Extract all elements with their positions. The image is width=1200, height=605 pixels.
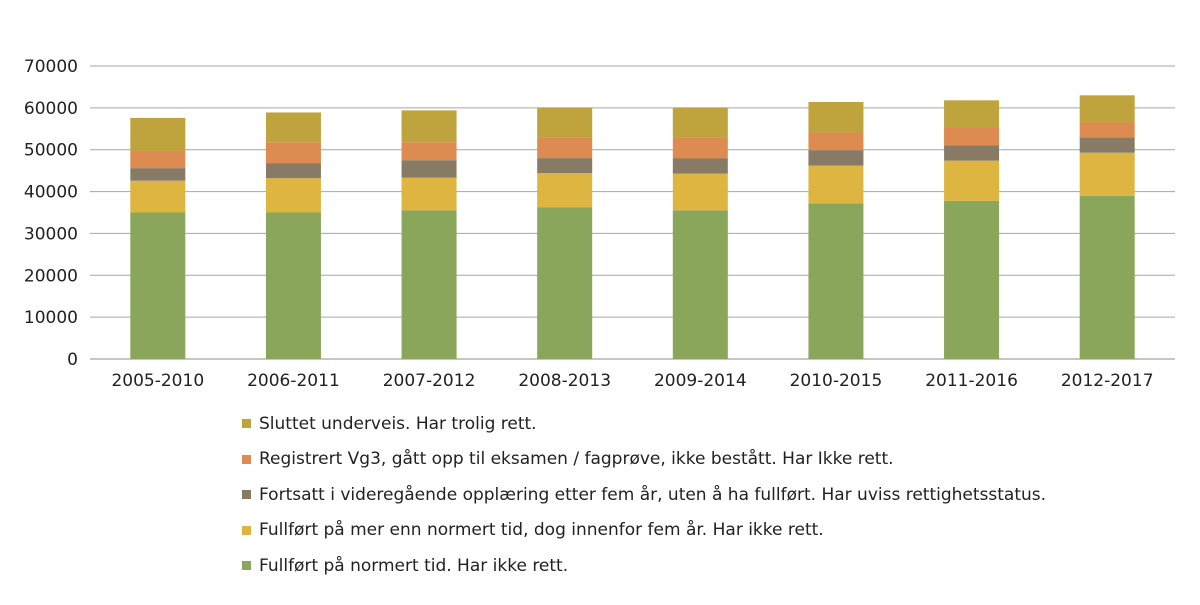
- legend-swatch: [242, 525, 251, 535]
- bar-segment: [1079, 195, 1135, 359]
- y-tick-label: 30000: [24, 224, 78, 244]
- x-tick-label: 2009-2014: [654, 371, 747, 391]
- grid-lines: [90, 65, 1175, 360]
- bar-segment: [944, 127, 1000, 146]
- x-tick-label: 2007-2012: [383, 371, 476, 391]
- bar-segment: [808, 203, 864, 359]
- legend-label: Sluttet underveis. Har trolig rett.: [259, 413, 537, 434]
- bar-segment: [808, 165, 864, 204]
- bar-segment: [537, 137, 593, 159]
- bar-segment: [265, 212, 321, 359]
- bars: [130, 95, 1135, 359]
- bar-segment: [401, 110, 457, 143]
- bar-segment: [944, 200, 1000, 359]
- chart-canvas: 0 10000 20000 30000 40000 50000 60000 70000 200…: [24, 57, 1175, 391]
- x-tick-label: 2008-2013: [518, 371, 611, 391]
- legend-swatch: [242, 454, 251, 464]
- bar-segment: [672, 210, 728, 359]
- bar-segment: [1079, 137, 1135, 153]
- bar-segment: [130, 212, 186, 359]
- x-axis-ticks: 2005-2010 2006-2011 2007-2012 2008-2013 2009…: [111, 371, 1153, 391]
- bar-segment: [265, 142, 321, 164]
- bar-segment: [808, 101, 864, 133]
- legend-item: Fullført på normert tid. Har ikke rett.: [242, 548, 1046, 584]
- x-tick-label: 2012-2017: [1061, 371, 1154, 391]
- bar-segment: [265, 112, 321, 143]
- legend-label: Fullført på mer enn normert tid, dog inn…: [259, 520, 824, 541]
- legend: Sluttet underveis. Har trolig rett. Regis…: [242, 406, 1046, 584]
- y-axis-ticks: 0 10000 20000 30000 40000 50000 60000 70000: [24, 57, 78, 370]
- x-tick-label: 2006-2011: [247, 371, 340, 391]
- bar-segment: [808, 150, 864, 166]
- bar-segment: [130, 117, 186, 151]
- bar-segment: [1079, 95, 1135, 123]
- legend-label: Fortsatt i videregående opplæring etter …: [259, 484, 1047, 505]
- bar-segment: [265, 163, 321, 179]
- legend-swatch: [242, 561, 251, 571]
- bar-segment: [672, 137, 728, 159]
- bar-segment: [1079, 152, 1135, 196]
- bar-segment: [944, 100, 1000, 128]
- bar-segment: [672, 173, 728, 211]
- legend-swatch: [242, 419, 251, 429]
- y-tick-label: 20000: [24, 266, 78, 286]
- y-tick-label: 50000: [24, 141, 78, 161]
- bar-segment: [672, 158, 728, 174]
- bar-segment: [130, 150, 186, 169]
- bar-segment: [944, 160, 1000, 201]
- legend-item: Fullført på mer enn normert tid, dog inn…: [242, 513, 1046, 549]
- bar-segment: [537, 158, 593, 174]
- legend-label: Fullført på normert tid. Har ikke rett.: [259, 555, 569, 576]
- bar-segment: [537, 207, 593, 359]
- x-tick-label: 2011-2016: [925, 371, 1018, 391]
- y-tick-label: 70000: [24, 57, 78, 77]
- bar-segment: [537, 107, 593, 138]
- y-tick-label: 10000: [24, 308, 78, 328]
- bar-segment: [537, 173, 593, 208]
- bar-segment: [130, 180, 186, 213]
- bar-segment: [1079, 122, 1135, 138]
- y-tick-label: 40000: [24, 183, 78, 203]
- bar-segment: [808, 132, 864, 151]
- bar-segment: [401, 160, 457, 178]
- bar-segment: [401, 142, 457, 161]
- legend-item: Fortsatt i videregående opplæring etter …: [242, 477, 1046, 513]
- bar-segment: [130, 168, 186, 181]
- legend-item: Registrert Vg3, gått opp til eksamen / f…: [242, 442, 1046, 478]
- x-tick-label: 2010-2015: [790, 371, 883, 391]
- legend-label: Registrert Vg3, gått opp til eksamen / f…: [259, 449, 894, 470]
- bar-segment: [265, 178, 321, 213]
- bar-segment: [401, 210, 457, 359]
- legend-swatch: [242, 490, 251, 500]
- x-tick-label: 2005-2010: [111, 371, 204, 391]
- y-tick-label: 0: [67, 350, 78, 370]
- bar-segment: [672, 107, 728, 138]
- bar-segment: [944, 145, 1000, 161]
- y-tick-label: 60000: [24, 99, 78, 119]
- legend-item: Sluttet underveis. Har trolig rett.: [242, 406, 1046, 442]
- bar-segment: [401, 177, 457, 211]
